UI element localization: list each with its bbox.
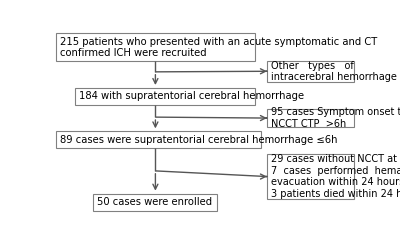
FancyBboxPatch shape: [94, 194, 218, 210]
Text: 215 patients who presented with an acute symptomatic and CT
confirmed ICH were r: 215 patients who presented with an acute…: [60, 37, 378, 58]
FancyBboxPatch shape: [267, 109, 354, 127]
Text: 184 with supratentorial cerebral hemorrhage: 184 with supratentorial cerebral hemorrh…: [79, 91, 304, 101]
FancyBboxPatch shape: [56, 33, 255, 61]
Text: 89 cases were supratentorial cerebral hemorrhage ≤6h: 89 cases were supratentorial cerebral he…: [60, 135, 338, 145]
Text: Other   types   of
intracerebral hemorrhage: Other types of intracerebral hemorrhage: [271, 61, 397, 82]
Text: 50 cases were enrolled: 50 cases were enrolled: [98, 197, 212, 207]
FancyBboxPatch shape: [75, 88, 254, 105]
Text: 29 cases without NCCT at 24h;
7  cases  performed  hematoma
evacuation within 24: 29 cases without NCCT at 24h; 7 cases pe…: [271, 154, 400, 199]
FancyBboxPatch shape: [267, 61, 354, 82]
FancyBboxPatch shape: [56, 131, 261, 148]
Text: 95 cases Symptom onset to
NCCT CTP  >6h: 95 cases Symptom onset to NCCT CTP >6h: [271, 107, 400, 129]
FancyBboxPatch shape: [267, 154, 354, 199]
